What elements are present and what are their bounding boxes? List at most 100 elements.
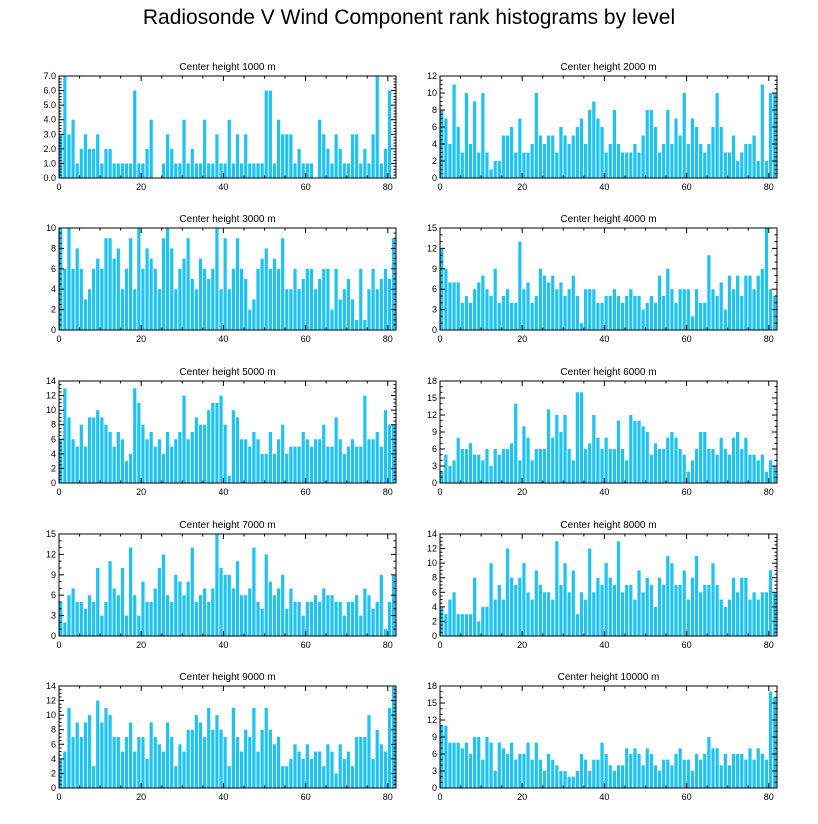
histogram-bar bbox=[464, 742, 469, 788]
histogram-bar bbox=[231, 707, 235, 788]
histogram-bar bbox=[571, 776, 575, 788]
histogram-bar bbox=[625, 585, 629, 636]
histogram-bar bbox=[235, 238, 240, 330]
histogram-bar bbox=[248, 163, 252, 178]
histogram-bar bbox=[588, 548, 592, 636]
histogram-bar bbox=[219, 163, 223, 178]
histogram-bar bbox=[157, 439, 161, 483]
histogram-bar bbox=[281, 574, 285, 636]
histogram-bar bbox=[297, 446, 301, 483]
x-tick-label: 80 bbox=[383, 182, 393, 192]
histogram-bar bbox=[170, 148, 174, 178]
histogram-bar bbox=[252, 547, 256, 636]
histogram-bar bbox=[711, 289, 715, 330]
histogram-bar bbox=[501, 296, 506, 330]
histogram-bar bbox=[305, 602, 309, 636]
histogram-bar bbox=[678, 585, 682, 636]
histogram-bar bbox=[588, 289, 592, 330]
histogram-bar bbox=[452, 84, 456, 178]
histogram-bar bbox=[202, 119, 207, 178]
histogram-bar bbox=[670, 765, 674, 788]
histogram-bar bbox=[768, 691, 773, 788]
panel-title: Center height 3000 m bbox=[179, 214, 275, 225]
histogram-bar bbox=[137, 737, 141, 788]
histogram-bar bbox=[736, 754, 740, 788]
histogram-bar bbox=[198, 424, 203, 483]
histogram-bar bbox=[481, 606, 485, 636]
histogram-bar bbox=[166, 722, 170, 788]
histogram-bar bbox=[71, 119, 75, 178]
histogram-bar bbox=[662, 449, 666, 483]
histogram-bar bbox=[657, 449, 662, 483]
x-tick-label: 0 bbox=[56, 487, 61, 497]
histogram-bar bbox=[124, 163, 129, 178]
histogram-bar bbox=[489, 466, 493, 483]
histogram-bar bbox=[379, 446, 383, 483]
y-tick-label: 14 bbox=[46, 681, 56, 691]
histogram-bar bbox=[207, 279, 211, 330]
histogram-bar bbox=[473, 737, 477, 788]
histogram-bar bbox=[182, 751, 186, 788]
histogram-bar bbox=[202, 268, 207, 330]
histogram-bar bbox=[75, 248, 79, 330]
histogram-bar bbox=[575, 296, 579, 330]
x-tick-label: 0 bbox=[56, 640, 61, 650]
histogram-bar bbox=[666, 437, 670, 483]
y-tick-label: 18 bbox=[427, 681, 437, 691]
histogram-bar bbox=[120, 289, 125, 330]
histogram-bar bbox=[96, 134, 100, 178]
histogram-bar bbox=[182, 258, 186, 330]
histogram-bar bbox=[355, 595, 359, 636]
y-tick-label: 0 bbox=[432, 173, 437, 183]
histogram-bar bbox=[346, 446, 351, 483]
histogram-bar bbox=[186, 238, 190, 330]
histogram-bar bbox=[579, 392, 584, 483]
histogram-bar bbox=[629, 152, 633, 178]
histogram-bar bbox=[464, 449, 469, 483]
histogram-bar bbox=[703, 152, 707, 178]
histogram-bar bbox=[678, 135, 682, 178]
histogram-bar bbox=[764, 471, 769, 483]
y-tick-label: 6 bbox=[432, 122, 437, 132]
histogram-bar bbox=[207, 163, 211, 178]
x-tick-label: 60 bbox=[301, 487, 311, 497]
histogram-bar bbox=[604, 296, 608, 330]
y-tick-label: 6 bbox=[51, 434, 56, 444]
histogram-bar bbox=[575, 127, 579, 178]
histogram-bar bbox=[309, 268, 314, 330]
histogram-bar bbox=[71, 588, 75, 636]
histogram-bar bbox=[707, 737, 711, 788]
histogram-bar bbox=[444, 454, 448, 483]
histogram-bar bbox=[616, 541, 621, 636]
panel-title: Center height 7000 m bbox=[179, 520, 275, 531]
histogram-bar bbox=[124, 461, 129, 483]
histogram-bar bbox=[170, 446, 174, 483]
histogram-bar bbox=[256, 163, 260, 178]
histogram-bar bbox=[92, 417, 96, 483]
histogram-bar bbox=[620, 765, 625, 788]
histogram-bar bbox=[555, 289, 559, 330]
histogram-bar bbox=[67, 417, 71, 483]
histogram-bar bbox=[563, 563, 567, 636]
histogram-bar bbox=[501, 135, 506, 178]
histogram-bar bbox=[116, 595, 120, 636]
histogram-bar bbox=[371, 268, 375, 330]
histogram-bar bbox=[104, 238, 108, 330]
y-tick-label: 2.0 bbox=[43, 144, 56, 154]
histogram-bar bbox=[330, 309, 334, 330]
histogram-bar bbox=[583, 599, 588, 636]
histogram-bar bbox=[707, 144, 711, 178]
histogram-bar bbox=[530, 302, 534, 330]
histogram-bar bbox=[260, 729, 264, 788]
y-tick-label: 12 bbox=[46, 549, 56, 559]
histogram-bar bbox=[231, 588, 235, 636]
histogram-bar bbox=[612, 771, 616, 788]
histogram-bar bbox=[662, 585, 666, 636]
y-tick-label: 15 bbox=[427, 393, 437, 403]
histogram-bar bbox=[460, 302, 464, 330]
histogram-bar bbox=[629, 585, 633, 636]
histogram-bar bbox=[285, 289, 289, 330]
histogram-bar bbox=[444, 725, 448, 788]
histogram-bar bbox=[313, 439, 318, 483]
histogram-bar bbox=[703, 585, 707, 636]
